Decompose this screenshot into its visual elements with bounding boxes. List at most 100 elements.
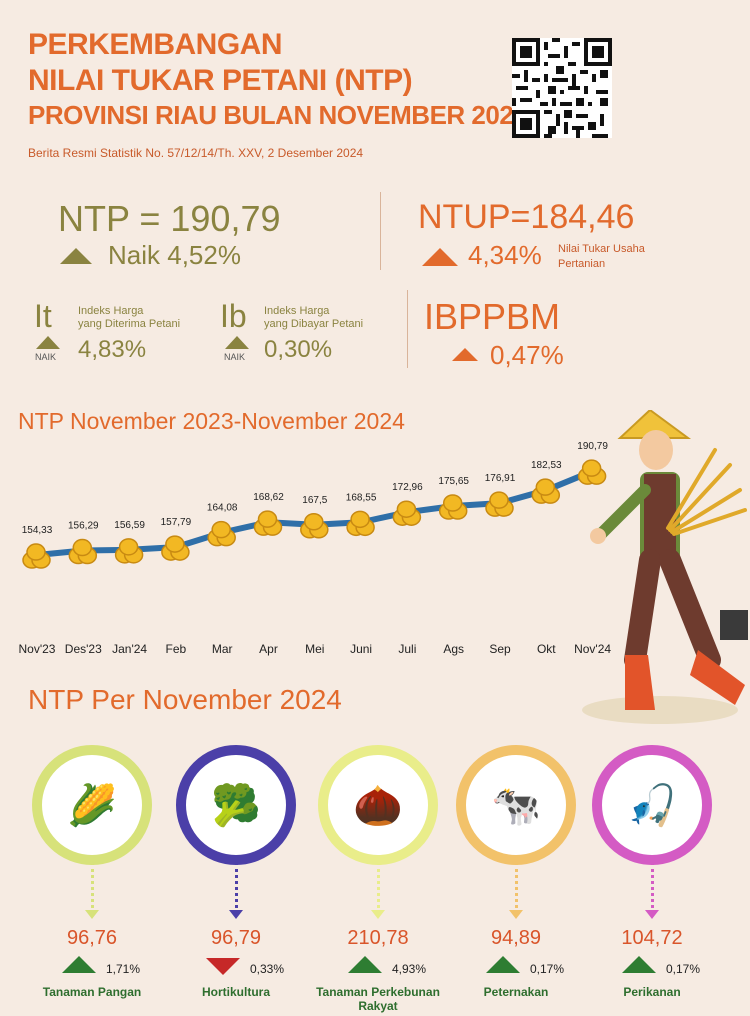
ntup-value: NTUP=184,46 <box>418 198 635 236</box>
ntp-change: Naik 4,52% <box>108 240 241 270</box>
x-tick-label: Feb <box>165 642 187 656</box>
subsector-name: Tanaman Perkebunan Rakyat <box>316 985 440 1013</box>
it-value: 4,83% <box>78 336 147 363</box>
data-label: 175,65 <box>438 476 469 487</box>
dotted-connector <box>651 862 654 908</box>
x-tick-label: Sep <box>489 642 511 656</box>
data-point-coins-icon <box>485 491 514 517</box>
farmer-illustration <box>582 410 748 724</box>
data-point-coins-icon <box>531 478 561 504</box>
data-point-coins-icon <box>346 510 375 537</box>
chart-title: NTP November 2023-November 2024 <box>18 408 405 434</box>
x-tick-label: Juli <box>398 642 417 656</box>
subsector-change: 0,33% <box>250 962 285 976</box>
it-desc-line-1: Indeks Harga <box>78 305 144 317</box>
data-point-coins-icon <box>68 538 98 565</box>
x-tick-label: Jan'24 <box>112 642 148 656</box>
subsector-ring: 🥦 <box>176 745 296 865</box>
title-line-3: PROVINSI RIAU BULAN NOVEMBER 2024 <box>28 100 528 130</box>
subsector-change: 1,71% <box>106 962 141 976</box>
cow-chick-icon: 🐄 <box>491 783 541 828</box>
arrow-down-icon <box>85 910 99 919</box>
up-triangle-icon <box>36 336 60 349</box>
data-point-coins-icon <box>577 459 607 485</box>
subsector-change: 4,93% <box>392 962 427 976</box>
it-direction: NAIK <box>35 352 57 362</box>
crops-icon: 🌽 <box>67 783 117 828</box>
x-tick-label: Ags <box>443 642 465 656</box>
ib-code: Ib <box>220 298 247 334</box>
subtitle: Berita Resmi Statistik No. 57/12/14/Th. … <box>28 146 364 160</box>
data-point-coins-icon <box>253 510 283 536</box>
dotted-connector <box>91 862 94 908</box>
subsector-ring: 🌽 <box>32 745 152 865</box>
data-label: 176,91 <box>485 473 516 484</box>
up-triangle-icon <box>422 248 458 266</box>
subsector-value: 94,89 <box>490 927 542 949</box>
section2-title: NTP Per November 2024 <box>28 684 342 715</box>
arrow-down-icon <box>509 910 523 919</box>
data-point-coins-icon <box>392 500 422 526</box>
data-label: 156,29 <box>68 521 99 532</box>
subsector-ring: 🐄 <box>456 745 576 865</box>
vegetables-icon: 🥦 <box>211 783 261 828</box>
ntup-description: Nilai Tukar Usaha Pertanian <box>558 242 645 272</box>
dotted-connector <box>377 862 380 908</box>
subsector-value: 96,79 <box>210 927 262 949</box>
x-tick-label: Des'23 <box>64 642 102 656</box>
title-line-2: NILAI TUKAR PETANI (NTP) <box>28 64 413 97</box>
ibppbm-value: 0,47% <box>490 340 564 370</box>
data-label: 168,62 <box>253 492 284 503</box>
up-triangle-icon <box>348 956 382 973</box>
arrow-down-icon <box>229 910 243 919</box>
subsector-ring: 🌰 <box>318 745 438 865</box>
arrow-down-icon <box>645 910 659 919</box>
x-tick-label: Nov'24 <box>574 642 612 656</box>
ntp-value: NTP = 190,79 <box>58 198 281 239</box>
x-tick-label: Okt <box>536 642 556 656</box>
ntup-desc-line-1: Nilai Tukar Usaha <box>558 243 645 255</box>
up-triangle-icon <box>225 336 249 349</box>
subsector-change: 0,17% <box>666 962 701 976</box>
data-label: 190,79 <box>577 441 608 452</box>
data-point-coins-icon <box>114 538 144 564</box>
subsector-value: 96,76 <box>66 927 118 949</box>
data-point-coins-icon <box>22 543 51 569</box>
ntup-desc-line-2: Pertanian <box>558 258 606 270</box>
subsector-value: 210,78 <box>347 927 409 949</box>
ib-desc-line-1: Indeks Harga <box>264 305 330 317</box>
subsector-ring: 🎣 <box>592 745 712 865</box>
it-description: Indeks Harga yang Diterima Petani <box>78 305 180 331</box>
data-point-coins-icon <box>438 494 468 520</box>
qr-code-icon[interactable] <box>512 38 612 138</box>
ib-value: 0,30% <box>264 336 333 363</box>
ib-direction: NAIK <box>224 352 246 362</box>
subsector-name: Perikanan <box>623 985 681 999</box>
data-label: 182,53 <box>531 460 562 471</box>
data-label: 168,55 <box>346 492 377 503</box>
x-tick-label: Nov'23 <box>18 642 56 656</box>
ntp-line-chart: 154,33 156,29 156,59 157,79 164,08 168,62 167,… <box>22 441 608 569</box>
subsector-name: Hortikultura <box>201 985 270 999</box>
data-label: 167,5 <box>302 495 327 506</box>
fisherman-icon: 🎣 <box>627 783 677 828</box>
subsector-name: Tanaman Pangan <box>42 985 142 999</box>
down-triangle-icon <box>206 958 240 975</box>
x-tick-label: Juni <box>350 642 373 656</box>
up-triangle-icon <box>486 956 520 973</box>
x-tick-label: Mei <box>305 642 325 656</box>
ibppbm-label: IBPPBM <box>424 296 561 337</box>
x-tick-label: Mar <box>211 642 233 656</box>
up-triangle-icon <box>622 956 656 973</box>
dotted-connector <box>515 862 518 908</box>
data-point-coins-icon <box>207 520 236 547</box>
up-triangle-icon <box>60 248 92 264</box>
it-desc-line-2: yang Diterima Petani <box>78 318 181 330</box>
ib-desc-line-2: yang Dibayar Petani <box>264 318 364 330</box>
palm-fruit-icon: 🌰 <box>353 783 403 828</box>
data-label: 172,96 <box>392 482 423 493</box>
x-tick-label: Apr <box>259 642 278 656</box>
ib-description: Indeks Harga yang Dibayar Petani <box>264 305 363 331</box>
subsector-change: 0,17% <box>530 962 565 976</box>
up-triangle-icon <box>62 956 96 973</box>
